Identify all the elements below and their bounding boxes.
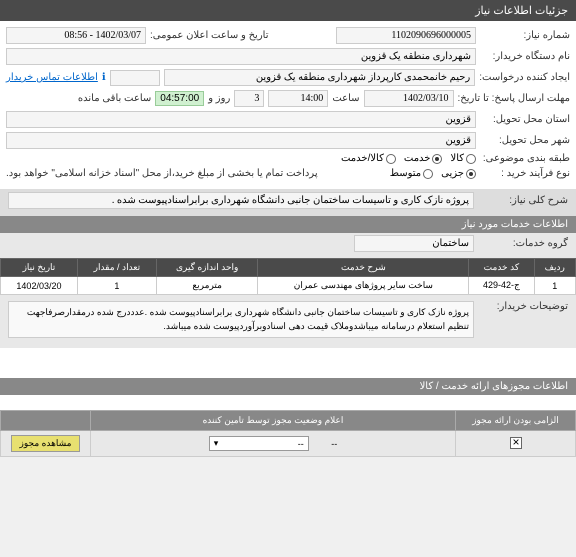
buyer-notes-box: پروژه نازک کاری و تاسیسات ساختمان جانبی …	[8, 301, 474, 338]
cell-date: 1402/03/20	[1, 277, 78, 295]
cell-unit: مترمربع	[156, 277, 258, 295]
requester-label: ایجاد کننده درخواست:	[479, 72, 570, 83]
process-radios: جزیی متوسط	[390, 168, 476, 179]
chevron-down-icon: ▾	[214, 438, 219, 449]
main-form: شماره نیاز: 1102090696000005 تاریخ و ساع…	[0, 21, 576, 189]
cell-qty: 1	[77, 277, 156, 295]
buyer-notes-label: توضیحات خریدار:	[478, 301, 568, 312]
cell-desc: ساخت سایر پروژهای مهندسی عمران	[258, 277, 469, 295]
buyer-field: شهرداری منطقه یک قزوین	[6, 48, 476, 65]
deadline-date-field: 1402/03/10	[364, 90, 454, 107]
deadline-label: مهلت ارسال پاسخ: تا تاریخ:	[458, 93, 570, 104]
buyer-notes-row: توضیحات خریدار: پروژه نازک کاری و تاسیسا…	[0, 295, 576, 348]
radio-goods[interactable]	[466, 154, 476, 164]
radio-service[interactable]	[432, 154, 442, 164]
th-qty: تعداد / مقدار	[77, 259, 156, 277]
contact-link[interactable]: اطلاعات تماس خریدار	[6, 72, 98, 83]
th-date: تاریخ نیاز	[1, 259, 78, 277]
services-info-label: اطلاعات خدمات مورد نیاز	[462, 219, 568, 230]
permits-table: الزامی بودن ارائه مجوز اعلام وضعیت مجوز …	[0, 410, 576, 457]
cell-row: 1	[534, 277, 576, 295]
main-desc-label: شرح کلی نیاز:	[478, 195, 568, 206]
buyer-label: نام دستگاه خریدار:	[480, 51, 570, 62]
category-radios: کالا خدمت کالا/خدمت	[341, 153, 476, 164]
province-field: قزوین	[6, 111, 476, 128]
service-group-field: ساختمان	[354, 235, 474, 252]
table-header-row: ردیف کد خدمت شرح خدمت واحد اندازه گیری ت…	[1, 259, 576, 277]
blank-field	[110, 70, 160, 86]
services-table: ردیف کد خدمت شرح خدمت واحد اندازه گیری ت…	[0, 258, 576, 295]
city-label: شهر محل تحویل:	[480, 135, 570, 146]
services-info-band: اطلاعات خدمات مورد نیاز	[0, 216, 576, 233]
process-label: نوع فرآیند خرید :	[480, 168, 570, 179]
remaining-timer: 04:57:00	[155, 91, 204, 106]
table-row: 1 ج-42-429 ساخت سایر پروژهای مهندسی عمرا…	[1, 277, 576, 295]
cell-action: مشاهده مجوز	[1, 431, 91, 457]
province-label: استان محل تحویل:	[480, 114, 570, 125]
page-header: جزئیات اطلاعات نیاز	[0, 0, 576, 21]
th-mandatory: الزامی بودن ارائه مجوز	[456, 411, 576, 431]
time-label-1: ساعت	[332, 93, 359, 104]
cell-status: -- -- ▾	[91, 431, 456, 457]
info-icon: ℹ	[102, 72, 106, 83]
main-desc-band: شرح کلی نیاز: پروژه نازک کاری و تاسیسات …	[0, 189, 576, 216]
th-row: ردیف	[534, 259, 576, 277]
permits-header-row: الزامی بودن ارائه مجوز اعلام وضعیت مجوز …	[1, 411, 576, 431]
process-note: پرداخت تمام یا بخشی از مبلغ خرید،از محل …	[6, 168, 318, 179]
page-title: جزئیات اطلاعات نیاز	[475, 5, 568, 17]
status-select[interactable]: -- ▾	[209, 436, 309, 451]
radio-medium[interactable]	[423, 169, 433, 179]
days-field: 3	[234, 90, 264, 107]
bottom-section-title: اطلاعات مجوزهای ارائه خدمت / کالا	[0, 378, 576, 395]
announce-field: 1402/03/07 - 08:56	[6, 27, 146, 44]
cell-mandatory	[456, 431, 576, 457]
th-unit: واحد اندازه گیری	[156, 259, 258, 277]
radio-partial[interactable]	[466, 169, 476, 179]
deadline-time-field: 14:00	[268, 90, 328, 107]
announce-label: تاریخ و ساعت اعلان عمومی:	[150, 30, 269, 41]
radio-both[interactable]	[386, 154, 396, 164]
th-empty	[1, 411, 91, 431]
mandatory-checkbox[interactable]	[510, 437, 522, 449]
requester-field: رحیم خانمحمدی کارپرداز شهرداری منطقه یک …	[164, 69, 476, 86]
main-desc-field: پروژه نازک کاری و تاسیسات ساختمان جانبی …	[8, 192, 474, 209]
need-no-label: شماره نیاز:	[480, 30, 570, 41]
th-status: اعلام وضعیت مجوز توسط تامین کننده	[91, 411, 456, 431]
th-code: کد خدمت	[469, 259, 534, 277]
service-group-label: گروه خدمات:	[478, 238, 568, 249]
cell-code: ج-42-429	[469, 277, 534, 295]
permits-row: -- -- ▾ مشاهده مجوز	[1, 431, 576, 457]
th-desc: شرح خدمت	[258, 259, 469, 277]
view-permit-button[interactable]: مشاهده مجوز	[11, 435, 81, 452]
remaining-label: ساعت باقی مانده	[78, 93, 151, 104]
category-label: طبقه بندی موضوعی:	[480, 153, 570, 164]
city-field: قزوین	[6, 132, 476, 149]
service-group-row: گروه خدمات: ساختمان	[0, 233, 576, 258]
days-label: روز و	[208, 93, 230, 104]
need-no-field: 1102090696000005	[336, 27, 476, 44]
